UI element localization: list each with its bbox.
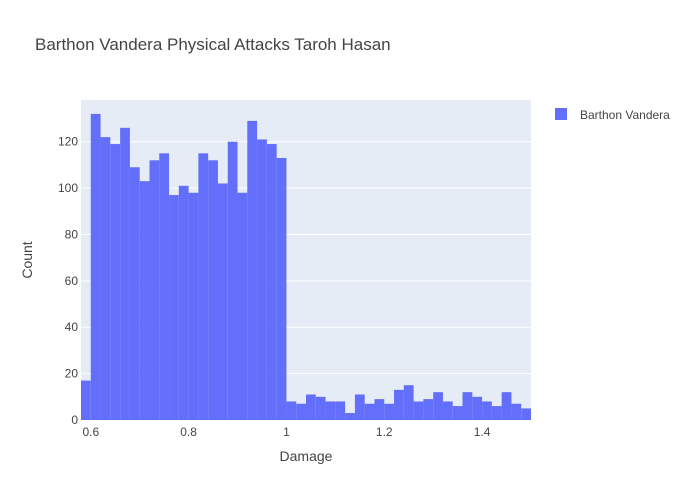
histogram-bar[interactable] xyxy=(149,160,160,420)
histogram-bar[interactable] xyxy=(178,185,189,420)
histogram-bar[interactable] xyxy=(129,167,140,420)
histogram-bar[interactable] xyxy=(169,195,179,420)
y-tick-label: 100 xyxy=(58,181,78,195)
bars-group xyxy=(81,113,531,421)
histogram-bar[interactable] xyxy=(100,137,111,421)
y-axis-title: Count xyxy=(19,241,35,278)
histogram-bar[interactable] xyxy=(315,396,326,420)
histogram-bar[interactable] xyxy=(110,144,121,420)
histogram-bar[interactable] xyxy=(423,399,434,420)
histogram-bar[interactable] xyxy=(90,113,101,421)
x-axis-ticks: 0.6 0.8 1 1.2 1.4 xyxy=(82,425,490,439)
histogram-bar[interactable] xyxy=(120,127,130,421)
y-tick-label: 20 xyxy=(65,367,79,381)
histogram-bar[interactable] xyxy=(403,385,414,420)
histogram-bar[interactable] xyxy=(217,183,228,420)
histogram-bar[interactable] xyxy=(521,408,531,420)
histogram-bar[interactable] xyxy=(354,394,365,420)
histogram-bar[interactable] xyxy=(325,401,336,420)
histogram-bar[interactable] xyxy=(511,403,522,420)
histogram-bar[interactable] xyxy=(433,392,443,420)
histogram-bar[interactable] xyxy=(247,120,258,420)
histogram-bar[interactable] xyxy=(159,153,170,421)
histogram-bar[interactable] xyxy=(139,181,150,420)
y-tick-label: 40 xyxy=(65,320,79,334)
histogram-bar[interactable] xyxy=(266,144,277,420)
histogram-bar[interactable] xyxy=(442,401,453,420)
y-tick-label: 60 xyxy=(65,274,79,288)
histogram-bar[interactable] xyxy=(227,141,238,420)
histogram-bar[interactable] xyxy=(81,380,91,420)
legend-swatch[interactable] xyxy=(555,108,567,120)
histogram-bar[interactable] xyxy=(345,413,355,420)
y-tick-label: 0 xyxy=(71,413,78,427)
histogram-bar[interactable] xyxy=(452,406,463,420)
histogram-bar[interactable] xyxy=(208,160,218,420)
histogram-bar[interactable] xyxy=(482,401,492,420)
legend-label[interactable]: Barthon Vandera xyxy=(580,108,670,122)
x-tick-label: 1.2 xyxy=(376,425,393,439)
x-tick-label: 0.8 xyxy=(180,425,197,439)
histogram-bar[interactable] xyxy=(237,192,248,420)
histogram-bar[interactable] xyxy=(384,403,395,420)
histogram-bar[interactable] xyxy=(374,399,385,420)
histogram-bar[interactable] xyxy=(413,401,424,420)
histogram-bar[interactable] xyxy=(501,392,512,420)
histogram-bar[interactable] xyxy=(335,401,346,420)
histogram-bar[interactable] xyxy=(472,396,483,420)
y-axis-ticks: 0 20 40 60 80 100 120 xyxy=(58,135,78,427)
legend[interactable]: Barthon Vandera xyxy=(555,108,670,122)
x-axis-title: Damage xyxy=(280,448,333,464)
histogram-bar[interactable] xyxy=(394,389,404,420)
histogram-bar[interactable] xyxy=(296,403,306,420)
x-tick-label: 1 xyxy=(283,425,290,439)
x-tick-label: 0.6 xyxy=(82,425,99,439)
histogram-bar[interactable] xyxy=(257,139,267,420)
y-tick-label: 120 xyxy=(58,135,78,149)
histogram-bar[interactable] xyxy=(188,192,199,420)
y-tick-label: 80 xyxy=(65,227,79,241)
histogram-bar[interactable] xyxy=(364,403,375,420)
histogram-bar[interactable] xyxy=(286,401,297,420)
histogram-bar[interactable] xyxy=(462,392,473,420)
chart-title: Barthon Vandera Physical Attacks Taroh H… xyxy=(35,35,391,54)
histogram-bar[interactable] xyxy=(276,157,287,420)
x-tick-label: 1.4 xyxy=(474,425,491,439)
histogram-bar[interactable] xyxy=(306,394,316,420)
histogram-bar[interactable] xyxy=(198,153,209,421)
histogram-bar[interactable] xyxy=(491,406,502,420)
